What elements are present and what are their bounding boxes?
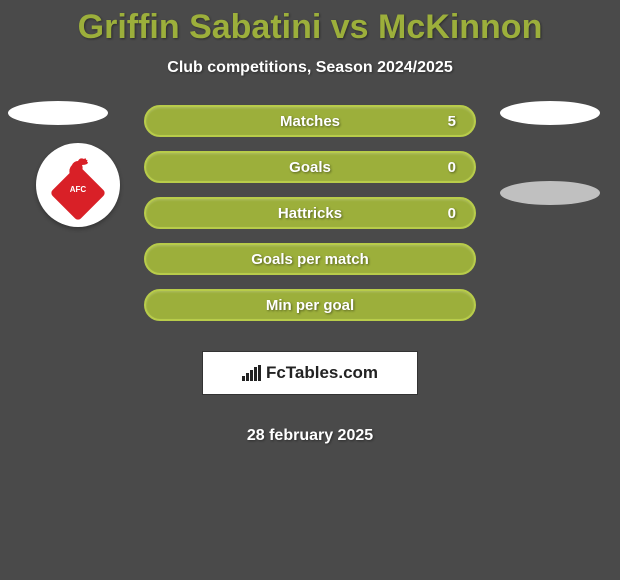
stat-value: 5 xyxy=(448,113,456,130)
stat-label: Min per goal xyxy=(266,297,354,314)
stat-row-goals-per-match: Goals per match xyxy=(144,243,476,275)
stat-row-goals: Goals 0 xyxy=(144,151,476,183)
stat-label: Hattricks xyxy=(278,205,342,222)
player-shadow-right-1 xyxy=(500,101,600,125)
source-logo[interactable]: FcTables.com xyxy=(202,351,418,395)
comparison-card: Griffin Sabatini vs McKinnon Club compet… xyxy=(0,0,620,580)
left-avatar-column: AFC xyxy=(8,101,108,125)
date-text: 28 february 2025 xyxy=(247,427,373,445)
stat-label: Goals xyxy=(289,159,331,176)
stat-value: 0 xyxy=(448,159,456,176)
stat-label: Goals per match xyxy=(251,251,369,268)
club-crest-left: AFC xyxy=(36,143,120,227)
player-shadow-right-2 xyxy=(500,181,600,205)
page-title: Griffin Sabatini vs McKinnon xyxy=(78,8,543,47)
stat-label: Matches xyxy=(280,113,340,130)
stat-row-min-per-goal: Min per goal xyxy=(144,289,476,321)
stat-value: 0 xyxy=(448,205,456,222)
logo-text: FcTables.com xyxy=(266,363,378,383)
stat-row-hattricks: Hattricks 0 xyxy=(144,197,476,229)
stat-row-matches: Matches 5 xyxy=(144,105,476,137)
crest-label: AFC xyxy=(50,185,106,194)
stats-section: AFC Matches 5 Goals 0 Hattricks 0 Goals … xyxy=(0,105,620,445)
right-avatar-column xyxy=(500,101,600,205)
bar-chart-icon xyxy=(242,365,262,381)
subtitle: Club competitions, Season 2024/2025 xyxy=(167,59,452,77)
player-shadow-left xyxy=(8,101,108,125)
